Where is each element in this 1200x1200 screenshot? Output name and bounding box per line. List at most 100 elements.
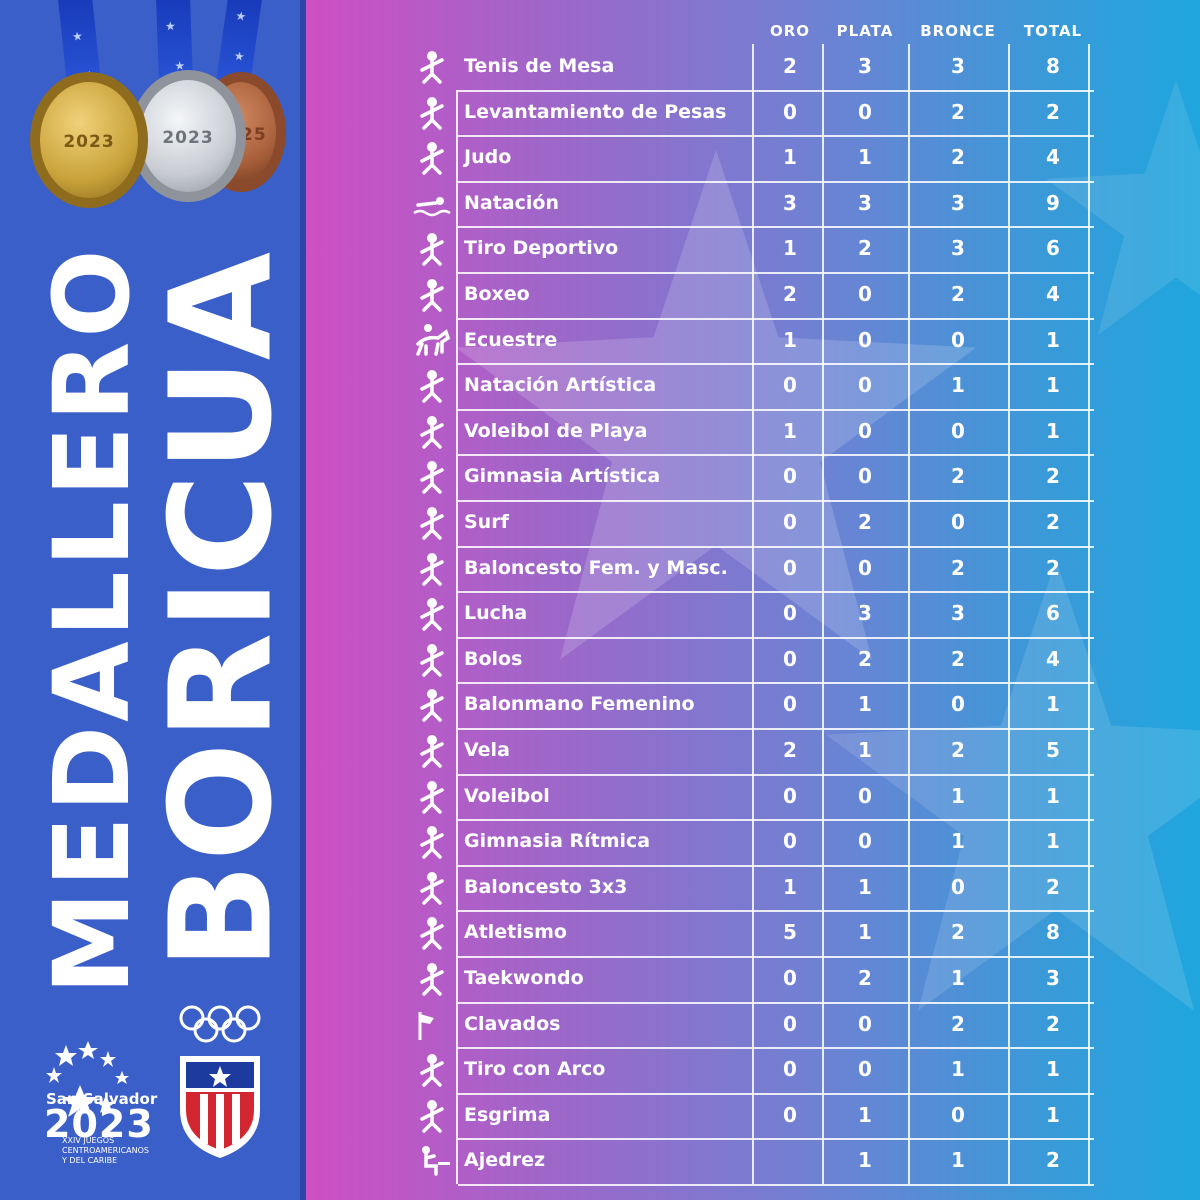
sport-name: Voleibol de Playa <box>464 419 648 442</box>
row-divider <box>458 408 1094 411</box>
row-divider <box>458 545 1094 548</box>
total-count: 1 <box>1046 1057 1060 1082</box>
artistic-gymnastics-icon <box>420 461 444 495</box>
plata-count: 0 <box>858 418 872 443</box>
bronce-count: 1 <box>951 966 965 990</box>
oro-count: 0 <box>783 692 797 717</box>
oro-count: 0 <box>783 464 797 489</box>
row-divider <box>458 500 1094 502</box>
pur-shield-logo <box>180 1056 260 1158</box>
header-plata: PLATA <box>836 22 894 40</box>
background-star-icon <box>1046 80 1200 335</box>
sport-name: Bolos <box>464 647 523 670</box>
bronce-count: 2 <box>951 646 965 671</box>
row-divider <box>458 682 1094 685</box>
bronce-count: 3 <box>951 190 965 215</box>
oro-count: 0 <box>783 555 797 580</box>
sport-name: Boxeo <box>464 283 530 305</box>
row-divider <box>458 89 1094 92</box>
table-row: Tiro Deportivo 1 2 3 6 <box>412 226 1102 272</box>
oro-count: 2 <box>783 282 797 306</box>
total-count: 5 <box>1046 738 1060 762</box>
row-divider <box>458 226 1094 229</box>
plata-count: 0 <box>858 1011 872 1036</box>
oro-count: 1 <box>783 145 797 170</box>
plata-count: 2 <box>858 236 872 261</box>
total-count: 9 <box>1046 190 1060 215</box>
basketball-3x3-icon <box>420 871 444 905</box>
table-row: Esgrima 0 1 0 1 <box>412 1093 1102 1139</box>
plata-count: 0 <box>858 464 872 489</box>
oro-count: 1 <box>783 327 797 352</box>
bronce-count: 0 <box>951 510 965 534</box>
sport-name: Natación <box>464 191 559 214</box>
bronce-count: 0 <box>951 692 965 717</box>
bronce-count: 2 <box>951 555 965 580</box>
event-subtitle-line: XXIV JUEGOS <box>62 1136 115 1145</box>
table-row: Tiro con Arco 0 0 1 1 <box>412 1047 1102 1093</box>
oro-count: 0 <box>783 373 797 398</box>
row-divider <box>458 636 1094 639</box>
bronce-count: 1 <box>951 373 965 398</box>
background-star-icon <box>456 150 976 660</box>
plata-count: 0 <box>858 99 872 124</box>
oro-count: 2 <box>783 738 797 762</box>
table-row: Balonmano Femenino 0 1 0 1 <box>412 682 1102 728</box>
bronce-count: 2 <box>951 738 965 762</box>
judo-icon <box>420 142 444 175</box>
row-divider <box>458 819 1094 822</box>
table-row: Gimnasia Rítmica 0 0 1 1 <box>412 819 1102 865</box>
bronce-count: 0 <box>951 418 965 443</box>
sport-name: Vela <box>464 739 510 761</box>
total-count: 2 <box>1046 874 1060 899</box>
athletics-icon <box>420 917 444 951</box>
plata-count: 0 <box>858 1057 872 1082</box>
sport-name: Taekwondo <box>464 967 584 989</box>
total-count: 2 <box>1046 510 1060 534</box>
oro-count: 0 <box>783 510 797 534</box>
fencing-icon <box>420 1099 444 1133</box>
sailing-icon <box>420 735 444 768</box>
sport-name: Tiro con Arco <box>464 1058 606 1081</box>
row-divider <box>458 135 1094 138</box>
oro-count: 0 <box>783 783 797 808</box>
plata-count: 2 <box>858 966 872 990</box>
total-count: 1 <box>1046 327 1060 352</box>
plata-count: 0 <box>858 282 872 306</box>
total-count: 6 <box>1046 601 1060 626</box>
left-panel: ★★ ★★ ★★ 2025 2023 2023 MEDALLERO BORICU… <box>0 0 306 1200</box>
total-count: 2 <box>1046 1148 1060 1173</box>
oro-count: 0 <box>783 1011 797 1036</box>
bronce-count: 1 <box>951 829 965 854</box>
table-row: Tenis de Mesa 2 3 3 8 <box>412 44 1102 90</box>
table-row: Boxeo 2 0 2 4 <box>412 272 1102 318</box>
total-count: 4 <box>1046 646 1060 671</box>
total-count: 3 <box>1046 966 1060 990</box>
bowling-icon <box>420 643 444 677</box>
plata-count: 1 <box>858 920 872 945</box>
bronce-count: 0 <box>951 874 965 899</box>
total-count: 2 <box>1046 1011 1060 1036</box>
sport-name: Tenis de Mesa <box>464 55 615 77</box>
bronce-count: 2 <box>951 99 965 124</box>
header-total: TOTAL <box>1023 22 1083 40</box>
plata-count: 2 <box>858 646 872 671</box>
row-divider <box>458 910 1094 913</box>
table-row: Baloncesto 3x3 1 1 0 2 <box>412 865 1102 911</box>
table-row: Bolos 0 2 2 4 <box>412 637 1102 683</box>
gold-medal-year: 2023 <box>63 131 115 152</box>
bronce-count: 2 <box>951 282 965 306</box>
diving-icon <box>418 1011 434 1040</box>
row-divider <box>458 363 1094 366</box>
boxing-icon <box>420 279 444 312</box>
total-count: 1 <box>1046 1102 1060 1127</box>
medal-table-panel: ORO PLATA BRONCE TOTAL Tenis de Mesa 2 3 3 8… <box>306 0 1200 1200</box>
sport-name: Atletismo <box>464 921 567 944</box>
plata-count: 3 <box>858 601 872 626</box>
total-count: 2 <box>1046 555 1060 580</box>
swimming-icon <box>413 196 451 217</box>
table-row: Voleibol 0 0 1 1 <box>412 774 1102 820</box>
sport-name: Ecuestre <box>464 328 558 351</box>
silver-medal: 2023 <box>130 70 246 202</box>
row-divider <box>458 956 1094 958</box>
